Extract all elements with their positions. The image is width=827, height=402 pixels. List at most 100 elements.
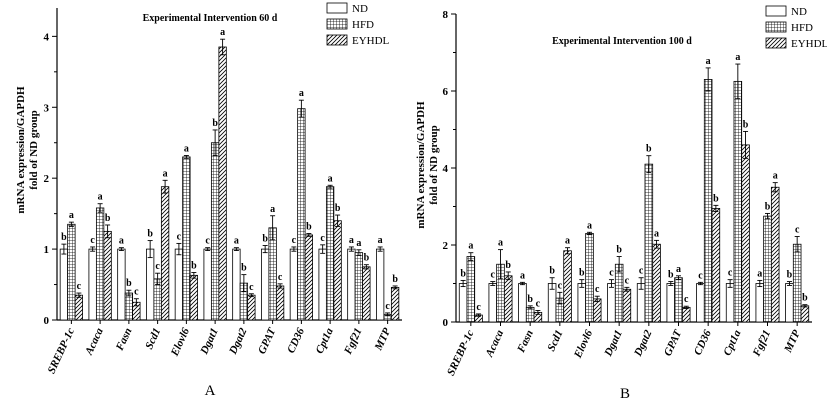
y-tick-label-b-4: 8 [443,9,449,21]
sig-label-b-eyhdl-5: c [625,275,630,286]
sig-label-a-eyhdl-3: a [163,168,168,179]
sig-label-b-hfd-9: a [735,52,740,63]
bar-a-hfd-5 [210,142,220,321]
legend-label-hfd-a: HFD [352,19,374,31]
bar-a-nd-5 [203,248,212,321]
bar-b-nd-8 [696,283,705,323]
bar-a-eyhdl-11 [390,286,400,321]
x-category-label-a-9: Cpt1a [314,326,336,356]
sig-label-b-nd-0: b [460,268,466,279]
sig-label-b-hfd-0: a [468,241,473,252]
y-tick-label-a-2: 2 [44,173,50,185]
sig-label-a-eyhdl-8: b [306,221,312,232]
x-category-label-b-7: GPAT [662,327,685,358]
bar-a-nd-6 [232,248,241,321]
bar-a-nd-8 [289,248,299,321]
legend-label-eyhdl-a: EYHDL [352,35,390,47]
x-category-label-b-9: Cpt1a [721,328,743,358]
x-category-label-a-11: MTP [372,326,393,353]
bar-b-hfd-6 [644,163,654,323]
x-category-label-a-7: GPAT [256,325,279,356]
sig-label-b-nd-5: c [609,268,614,279]
sig-label-b-hfd-5: b [616,245,622,256]
sig-label-a-eyhdl-2: c [134,287,139,298]
sig-label-b-eyhdl-3: a [565,236,570,247]
x-category-label-a-1: Acaca [83,326,106,358]
bar-a-hfd-10 [354,252,364,321]
x-category-label-a-8: CD36 [285,326,307,355]
sig-label-a-eyhdl-0: c [77,281,82,292]
sig-label-b-eyhdl-6: a [654,228,659,239]
bar-b-eyhdl-10 [770,186,780,323]
bar-a-nd-10 [347,248,356,321]
legend-swatch-nd-a [326,2,348,14]
bar-a-hfd-8 [297,108,306,321]
x-category-label-a-3: Scd1 [143,326,163,351]
chart-panel-a: Experimental Intervention 60 d mRNA expr… [15,2,402,399]
bar-a-eyhdl-9 [333,220,342,321]
x-category-label-b-11: MTP [782,328,803,355]
bar-b-nd-7 [666,283,676,323]
bar-a-nd-7 [261,248,270,321]
sig-label-b-nd-4: b [579,268,585,279]
bar-a-nd-3 [146,248,155,321]
sig-label-a-nd-3: b [147,229,153,240]
sig-label-b-hfd-8: a [706,56,711,67]
sig-label-a-hfd-10: a [356,238,361,249]
sig-label-a-nd-6: a [234,236,239,247]
bar-b-hfd-2 [525,306,535,323]
bar-a-hfd-3 [153,278,162,321]
bar-b-eyhdl-11 [800,305,810,323]
bar-a-hfd-7 [268,227,277,321]
y-tick-label-b-1: 2 [443,240,449,252]
legend-label-eyhdl-b: EYHDL [791,38,827,50]
sig-label-b-eyhdl-0: c [476,302,481,313]
sig-label-b-eyhdl-10: a [773,171,778,182]
sig-label-b-nd-7: b [668,270,674,281]
y-tick-label-b-2: 4 [443,163,449,175]
sig-label-b-hfd-2: b [527,294,533,305]
sig-label-a-nd-10: a [349,235,354,246]
sig-label-a-nd-7: b [262,234,268,245]
bar-b-nd-0 [458,283,468,323]
sig-label-a-hfd-0: a [69,210,74,221]
bar-a-eyhdl-7 [275,285,285,321]
bar-a-nd-2 [117,248,126,321]
bar-a-nd-9 [318,248,327,321]
sig-label-a-hfd-8: a [299,88,304,99]
sig-label-b-eyhdl-2: c [536,298,541,309]
sig-label-b-nd-3: b [549,266,555,277]
bar-a-nd-11 [376,248,385,321]
sig-label-a-hfd-3: c [155,261,160,272]
bar-b-hfd-5 [614,263,624,323]
bar-a-eyhdl-1 [103,230,112,321]
sig-label-a-nd-11: a [378,235,383,246]
bar-b-eyhdl-6 [652,243,661,323]
bar-b-hfd-4 [585,233,594,323]
bar-b-eyhdl-8 [711,208,721,323]
bar-b-eyhdl-7 [681,306,691,323]
bar-b-nd-2 [518,283,527,323]
bar-b-hfd-11 [792,243,802,323]
legend-swatch-nd-b [765,5,787,17]
bar-b-nd-10 [755,283,765,323]
sig-label-a-eyhdl-4: b [191,260,197,271]
bar-a-eyhdl-10 [362,266,371,321]
bar-b-hfd-10 [763,215,772,323]
sig-label-b-hfd-11: c [795,225,800,236]
sig-label-a-hfd-2: b [126,278,132,289]
sig-label-b-eyhdl-7: c [684,294,689,305]
chart-panel-b: Experimental Intervention 100 d mRNA exp… [415,5,827,402]
legend-swatch-hfd-b [765,21,787,33]
chart-title-a: Experimental Intervention 60 d [143,13,278,24]
sig-label-a-hfd-6: b [241,263,247,274]
sig-label-a-hfd-5: b [212,118,218,129]
x-category-label-b-1: Acaca [483,328,506,360]
legend-swatch-eyhdl-a [326,34,348,46]
bar-b-nd-11 [785,283,794,323]
sig-label-a-eyhdl-11: b [392,274,398,285]
chart-title-b: Experimental Intervention 100 d [552,36,692,47]
legend-label-nd-b: ND [791,6,807,18]
bar-b-eyhdl-3 [563,250,572,323]
legend-swatch-hfd-a [326,18,348,30]
